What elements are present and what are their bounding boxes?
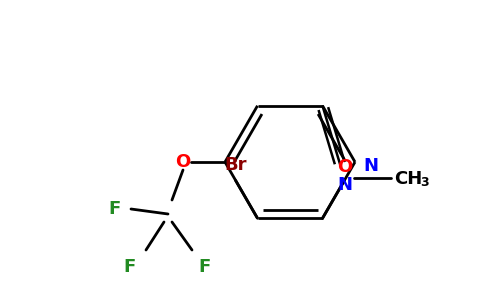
Text: O: O <box>337 158 352 176</box>
Text: F: F <box>198 258 210 276</box>
Text: Br: Br <box>224 156 247 174</box>
Text: N: N <box>337 176 352 194</box>
Text: O: O <box>175 153 191 171</box>
Text: CH: CH <box>394 170 423 188</box>
Text: 3: 3 <box>421 176 429 189</box>
Text: F: F <box>109 200 121 218</box>
Text: N: N <box>363 157 378 175</box>
Text: F: F <box>124 258 136 276</box>
